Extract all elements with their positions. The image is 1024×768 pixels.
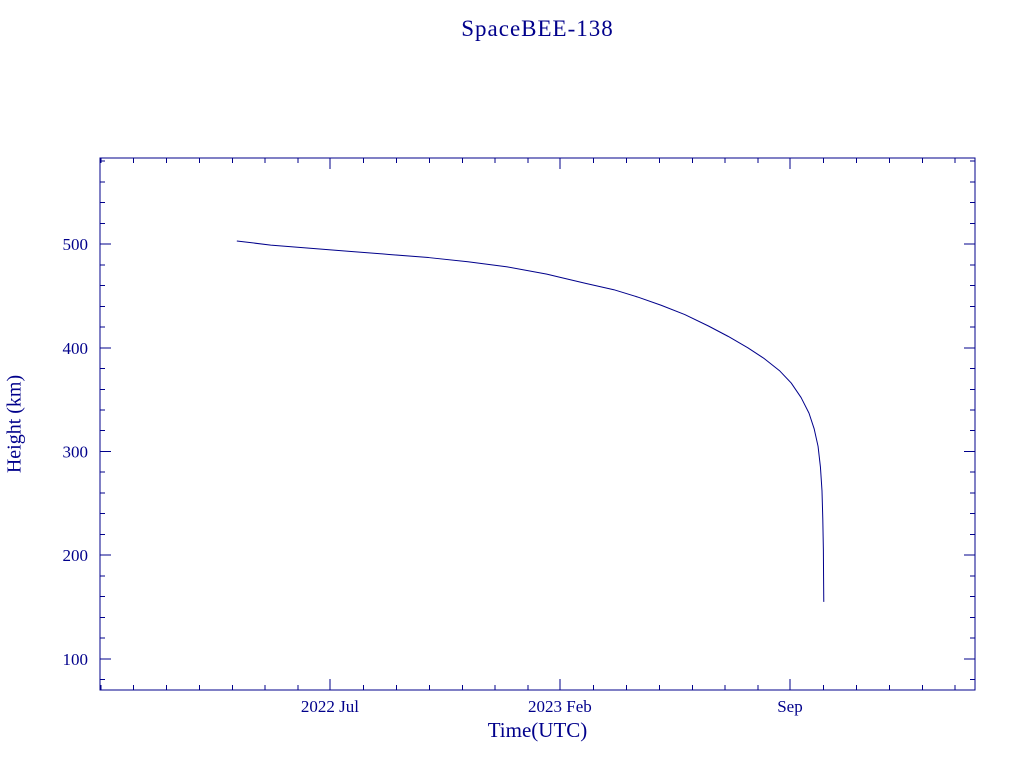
y-tick-label: 500 [63, 235, 89, 254]
chart-title: SpaceBEE-138 [461, 16, 614, 41]
x-tick-label: 2022 Jul [301, 697, 359, 716]
plot-border [99, 157, 976, 691]
x-tick-label: 2023 Feb [528, 697, 592, 716]
decay-curve [236, 240, 825, 602]
y-tick-label: 200 [63, 546, 89, 565]
x-axis-label: Time(UTC) [487, 718, 588, 742]
x-tick-label: Sep [777, 697, 803, 716]
y-axis-label: Height (km) [3, 374, 26, 474]
y-tick-label: 400 [63, 339, 89, 358]
y-tick-label: 100 [63, 650, 89, 669]
y-tick-label: 300 [63, 442, 89, 461]
